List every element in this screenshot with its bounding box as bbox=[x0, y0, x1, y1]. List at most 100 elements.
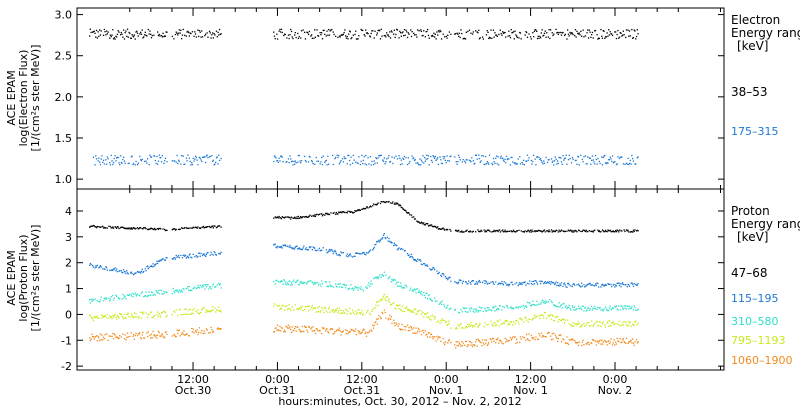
data-point bbox=[474, 283, 476, 285]
data-point bbox=[308, 155, 310, 157]
data-point bbox=[145, 270, 147, 272]
data-point bbox=[349, 312, 351, 314]
data-point bbox=[454, 309, 456, 311]
data-point bbox=[522, 231, 524, 233]
data-point bbox=[519, 306, 522, 308]
data-point bbox=[171, 35, 173, 38]
data-point bbox=[534, 280, 536, 282]
data-point bbox=[99, 265, 102, 267]
data-point bbox=[290, 282, 293, 284]
data-point bbox=[416, 260, 418, 263]
data-point bbox=[476, 31, 478, 33]
data-point bbox=[531, 163, 533, 165]
data-point bbox=[133, 36, 135, 38]
data-point bbox=[546, 282, 548, 284]
data-point bbox=[467, 344, 469, 346]
data-point bbox=[564, 319, 566, 321]
data-point bbox=[600, 343, 602, 345]
data-point bbox=[175, 228, 177, 231]
data-point bbox=[547, 281, 549, 284]
data-point bbox=[311, 306, 313, 309]
data-point bbox=[600, 231, 602, 233]
data-point bbox=[616, 308, 618, 310]
data-point bbox=[173, 160, 175, 162]
data-point bbox=[98, 301, 100, 303]
electron-legend-item-38-53: 38–53 bbox=[731, 85, 768, 99]
data-point bbox=[220, 226, 222, 228]
data-point bbox=[281, 31, 283, 34]
data-point bbox=[427, 34, 430, 37]
data-point bbox=[119, 155, 122, 157]
data-point bbox=[623, 320, 625, 323]
data-point bbox=[373, 160, 375, 162]
data-point bbox=[195, 156, 197, 159]
data-point bbox=[479, 230, 481, 233]
data-point bbox=[179, 228, 181, 230]
data-point bbox=[508, 30, 510, 32]
data-point bbox=[321, 163, 324, 166]
data-point bbox=[434, 225, 436, 227]
data-point bbox=[462, 231, 464, 233]
data-point bbox=[328, 28, 330, 31]
data-point bbox=[288, 303, 290, 306]
data-point bbox=[505, 338, 508, 340]
data-point bbox=[346, 163, 348, 165]
data-point bbox=[614, 323, 616, 325]
data-point bbox=[512, 307, 514, 309]
data-point bbox=[280, 218, 283, 220]
data-point bbox=[339, 283, 341, 285]
data-point bbox=[517, 307, 519, 309]
data-point bbox=[150, 294, 152, 296]
data-point bbox=[287, 308, 289, 311]
electron-ylabel-line-3: [1/(cm²s ster MeV)] bbox=[29, 45, 42, 152]
data-point bbox=[410, 255, 412, 258]
data-point bbox=[374, 322, 376, 324]
data-point bbox=[624, 284, 626, 286]
data-point bbox=[425, 158, 427, 160]
data-point bbox=[523, 231, 525, 233]
data-point bbox=[577, 320, 580, 323]
data-point bbox=[459, 343, 461, 345]
data-point bbox=[584, 307, 586, 309]
data-point bbox=[578, 164, 580, 166]
data-point bbox=[417, 330, 419, 332]
data-point bbox=[439, 228, 441, 230]
data-point bbox=[109, 34, 112, 36]
data-point bbox=[366, 287, 368, 289]
data-point bbox=[173, 290, 175, 292]
data-point bbox=[358, 312, 361, 314]
data-point bbox=[135, 294, 137, 296]
data-point bbox=[632, 158, 634, 160]
data-point bbox=[348, 210, 351, 213]
data-point bbox=[305, 283, 307, 285]
data-point bbox=[338, 253, 341, 256]
data-point bbox=[554, 305, 556, 307]
data-point bbox=[299, 306, 301, 308]
data-point bbox=[437, 163, 440, 166]
data-point bbox=[357, 289, 359, 291]
data-point bbox=[399, 304, 401, 306]
data-point bbox=[516, 163, 518, 165]
data-point bbox=[147, 295, 149, 297]
data-point bbox=[346, 330, 348, 332]
data-point bbox=[602, 30, 604, 32]
data-point bbox=[626, 325, 628, 327]
data-point bbox=[273, 217, 275, 219]
data-point bbox=[487, 229, 489, 232]
data-point bbox=[611, 155, 614, 157]
data-point bbox=[574, 306, 576, 308]
data-point bbox=[112, 299, 115, 301]
data-point bbox=[300, 37, 302, 39]
data-point bbox=[460, 279, 462, 282]
data-point bbox=[608, 325, 610, 328]
data-point bbox=[553, 304, 555, 306]
data-point bbox=[377, 318, 379, 320]
data-point bbox=[215, 309, 218, 311]
data-point bbox=[534, 158, 536, 160]
data-point bbox=[470, 283, 472, 285]
data-point bbox=[97, 160, 99, 162]
data-point bbox=[157, 163, 159, 165]
data-point bbox=[360, 332, 362, 334]
data-point bbox=[119, 270, 121, 272]
data-point bbox=[275, 280, 277, 282]
